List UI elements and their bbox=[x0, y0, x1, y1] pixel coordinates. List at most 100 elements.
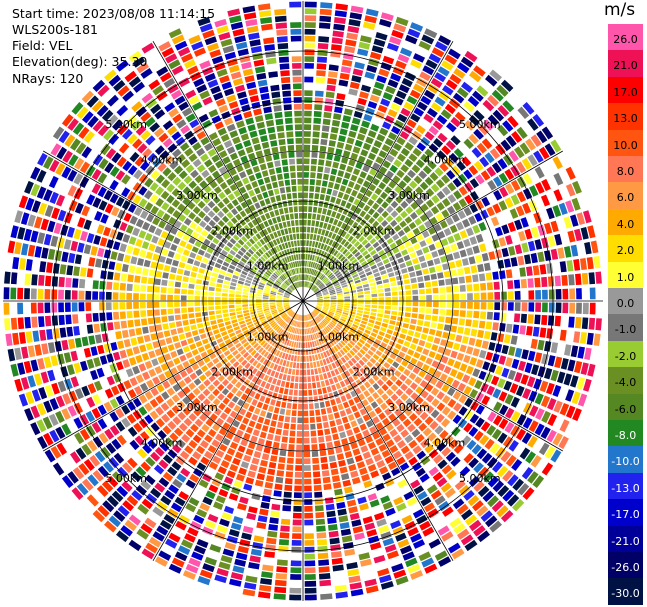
velocity-gate bbox=[265, 252, 271, 258]
velocity-gate bbox=[402, 418, 412, 428]
velocity-gate bbox=[44, 289, 51, 300]
velocity-gate bbox=[428, 125, 439, 136]
velocity-gate bbox=[226, 416, 234, 424]
range-ring-label: 4.00km bbox=[141, 154, 183, 167]
range-ring-label: 1.00km bbox=[247, 330, 289, 343]
velocity-gate bbox=[272, 392, 278, 399]
velocity-gate bbox=[366, 339, 374, 345]
velocity-gate bbox=[275, 245, 281, 252]
velocity-gate bbox=[191, 231, 200, 239]
velocity-gate bbox=[433, 138, 444, 148]
velocity-gate bbox=[270, 84, 280, 92]
velocity-gate bbox=[255, 370, 262, 377]
velocity-gate bbox=[430, 273, 437, 280]
velocity-gate bbox=[281, 258, 286, 264]
velocity-gate bbox=[262, 403, 269, 411]
velocity-gate bbox=[441, 60, 454, 71]
velocity-gate bbox=[108, 457, 120, 469]
velocity-gate bbox=[83, 347, 92, 358]
velocity-gate bbox=[36, 169, 47, 183]
velocity-gate bbox=[437, 459, 448, 470]
velocity-gate bbox=[286, 457, 294, 464]
velocity-gate bbox=[425, 59, 438, 70]
velocity-gate bbox=[576, 212, 586, 225]
velocity-gate bbox=[388, 366, 396, 373]
velocity-gate bbox=[231, 369, 239, 377]
velocity-gate bbox=[300, 322, 302, 328]
velocity-gate bbox=[222, 288, 229, 293]
velocity-gate bbox=[574, 228, 583, 242]
velocity-gate bbox=[386, 267, 393, 273]
velocity-gate bbox=[365, 158, 374, 167]
velocity-gate bbox=[252, 265, 259, 271]
velocity-gate bbox=[222, 172, 231, 180]
velocity-gate bbox=[129, 151, 140, 163]
velocity-gate bbox=[297, 247, 301, 253]
velocity-gate bbox=[286, 332, 291, 339]
velocity-gate bbox=[333, 183, 340, 190]
velocity-gate bbox=[231, 208, 238, 216]
velocity-gate bbox=[232, 565, 245, 574]
velocity-gate bbox=[212, 345, 220, 352]
velocity-gate bbox=[327, 517, 337, 524]
velocity-gate bbox=[242, 588, 256, 597]
velocity-gate bbox=[263, 37, 275, 45]
velocity-gate bbox=[402, 551, 415, 561]
velocity-gate bbox=[388, 272, 395, 278]
velocity-gate bbox=[287, 354, 292, 361]
velocity-gate bbox=[356, 351, 363, 359]
velocity-gate bbox=[219, 270, 226, 276]
velocity-gate bbox=[262, 294, 269, 298]
velocity-gate bbox=[376, 75, 387, 84]
velocity-gate bbox=[174, 308, 181, 314]
velocity-gate bbox=[304, 1, 317, 8]
velocity-gate bbox=[43, 432, 54, 446]
velocity-gate bbox=[202, 96, 213, 106]
velocity-gate bbox=[311, 158, 317, 165]
velocity-gate bbox=[224, 233, 232, 241]
velocity-gate bbox=[391, 563, 404, 573]
velocity-gate bbox=[77, 217, 86, 228]
velocity-gate bbox=[314, 193, 320, 200]
velocity-gate bbox=[167, 83, 179, 94]
velocity-gate bbox=[220, 133, 230, 142]
velocity-gate bbox=[243, 110, 253, 119]
velocity-gate bbox=[439, 301, 446, 308]
velocity-gate bbox=[344, 298, 351, 301]
velocity-gate bbox=[346, 429, 354, 437]
velocity-gate bbox=[361, 473, 371, 482]
velocity-gate bbox=[297, 314, 300, 321]
velocity-gate bbox=[425, 405, 435, 414]
velocity-gate bbox=[294, 110, 302, 117]
velocity-gate bbox=[386, 250, 394, 257]
velocity-gate bbox=[394, 326, 401, 332]
velocity-gate bbox=[472, 348, 480, 357]
velocity-gate bbox=[406, 231, 415, 239]
velocity-gate bbox=[276, 326, 281, 333]
velocity-gate bbox=[362, 264, 370, 270]
velocity-gate bbox=[145, 135, 156, 146]
velocity-gate bbox=[323, 483, 332, 491]
velocity-gate bbox=[343, 309, 349, 313]
velocity-gate bbox=[180, 370, 188, 378]
velocity-gate bbox=[156, 209, 165, 218]
velocity-gate bbox=[363, 287, 370, 291]
velocity-gate bbox=[326, 371, 332, 379]
velocity-gate bbox=[428, 449, 439, 459]
velocity-gate bbox=[384, 138, 394, 147]
velocity-gate bbox=[513, 279, 521, 289]
velocity-gate bbox=[286, 256, 290, 263]
velocity-gate bbox=[278, 539, 289, 546]
velocity-gate bbox=[339, 277, 345, 282]
velocity-gate bbox=[319, 579, 332, 587]
velocity-gate bbox=[92, 197, 102, 208]
velocity-gate bbox=[427, 432, 437, 442]
velocity-gate bbox=[273, 231, 278, 238]
velocity-gate bbox=[331, 362, 337, 369]
velocity-gate bbox=[202, 285, 208, 291]
velocity-gate bbox=[419, 181, 429, 191]
velocity-gate bbox=[303, 424, 309, 430]
velocity-gate bbox=[36, 403, 47, 416]
velocity-gate bbox=[337, 304, 344, 308]
velocity-gate bbox=[317, 228, 322, 235]
